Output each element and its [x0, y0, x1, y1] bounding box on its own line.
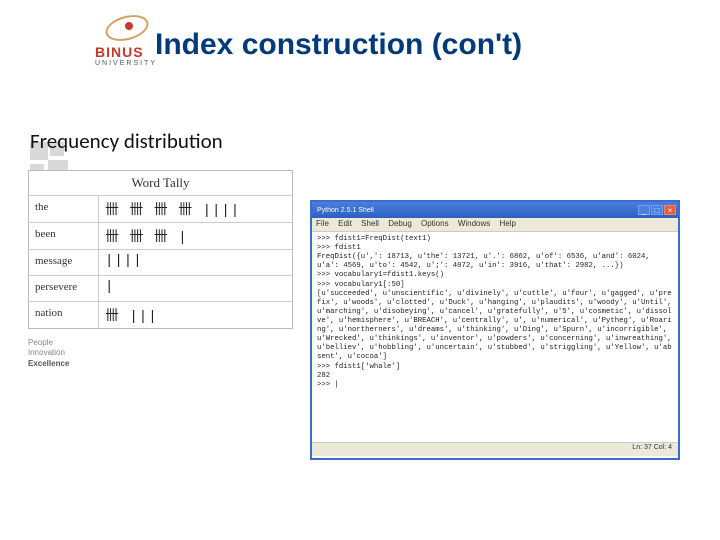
tally-marks: 卌 卌 卌 | — [99, 223, 292, 249]
table-row: message |||| — [29, 250, 292, 276]
window-titlebar[interactable]: Python 2.5.1 Shell _ □ × — [312, 202, 678, 218]
menu-item[interactable]: Options — [421, 219, 449, 228]
slide-title: Index construction (con't) — [155, 28, 522, 62]
menu-item[interactable]: Edit — [338, 219, 352, 228]
minimize-icon[interactable]: _ — [638, 205, 650, 215]
window-controls: _ □ × — [638, 205, 676, 215]
table-row: been 卌 卌 卌 | — [29, 223, 292, 250]
tally-header: Word Tally — [29, 171, 292, 196]
menu-item[interactable]: File — [316, 219, 329, 228]
menu-item[interactable]: Shell — [361, 219, 379, 228]
menu-item[interactable]: Debug — [388, 219, 412, 228]
footer-line: Excellence — [28, 359, 69, 369]
table-row: nation 卌 ||| — [29, 302, 292, 328]
tally-word: been — [29, 223, 99, 249]
table-row: the 卌 卌 卌 卌 |||| — [29, 196, 292, 223]
window-menubar: File Edit Shell Debug Options Windows He… — [312, 218, 678, 232]
maximize-icon[interactable]: □ — [651, 205, 663, 215]
shell-output[interactable]: >>> fdist1=FreqDist(text1) >>> fdist1 Fr… — [312, 232, 678, 442]
status-bar: Ln: 37 Col: 4 — [312, 442, 678, 456]
logo-swirl-icon — [95, 12, 145, 42]
footer-line: People — [28, 338, 69, 348]
close-icon[interactable]: × — [664, 205, 676, 215]
tally-word: nation — [29, 302, 99, 328]
tally-marks: 卌 卌 卌 卌 |||| — [99, 196, 292, 222]
python-shell-window: Python 2.5.1 Shell _ □ × File Edit Shell… — [310, 200, 680, 460]
menu-item[interactable]: Windows — [458, 219, 490, 228]
tally-marks: 卌 ||| — [99, 302, 292, 328]
footer-tags: People Innovation Excellence — [28, 338, 69, 369]
menu-item[interactable]: Help — [500, 219, 516, 228]
table-row: persevere | — [29, 276, 292, 302]
section-subtitle: Frequency distribution — [30, 128, 223, 154]
tally-marks: |||| — [99, 250, 292, 275]
tally-marks: | — [99, 276, 292, 301]
tally-word: persevere — [29, 276, 99, 301]
tally-word: the — [29, 196, 99, 222]
word-tally-table: Word Tally the 卌 卌 卌 卌 |||| been 卌 卌 卌 |… — [28, 170, 293, 329]
window-title: Python 2.5.1 Shell — [314, 207, 374, 214]
footer-line: Innovation — [28, 348, 69, 358]
tally-word: message — [29, 250, 99, 275]
